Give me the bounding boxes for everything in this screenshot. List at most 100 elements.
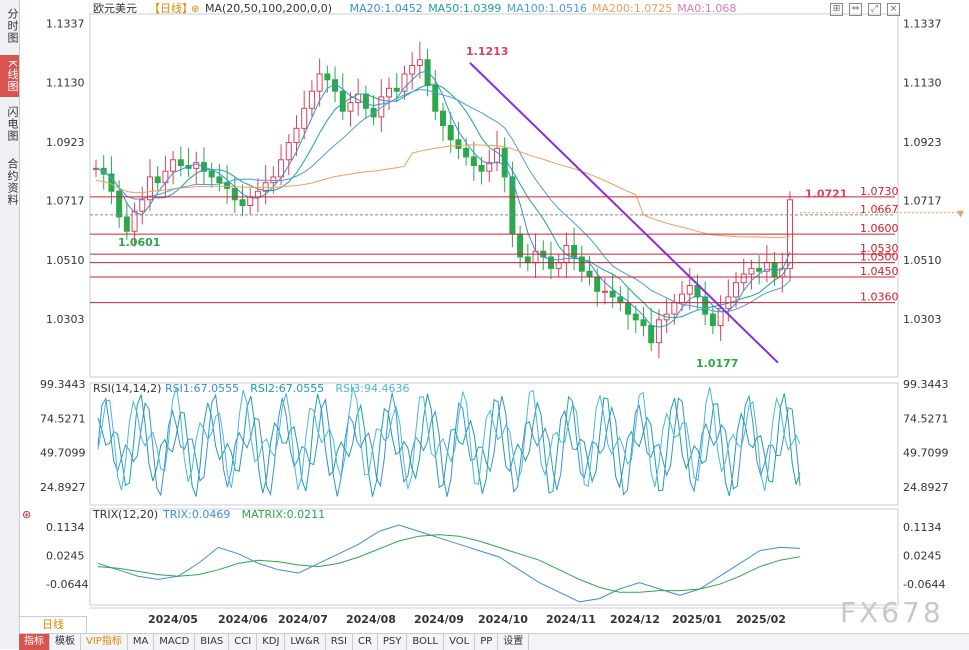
candle-body-8 [154,176,161,184]
candle-body-53 [501,147,508,178]
y-tick-right-0: 1.1337 [903,17,942,30]
candle-body-81 [717,307,724,327]
candle-body-84 [740,273,747,284]
candle-body-65 [594,276,601,292]
ma-legend-0: MA(20,50,100,200,0,0) [205,2,332,15]
sidebar: 分时图 K线图 闪电图 合约资料 [0,0,20,649]
indicator-tab-6[interactable]: CCI [229,634,258,650]
level-label-3: 1.0530 [860,242,899,255]
candle-body-72 [648,325,655,344]
candle-body-85 [748,267,755,275]
candle-body-41 [409,64,416,75]
x-tick-4: 2024/09 [414,613,464,626]
x-tick-8: 2025/01 [672,613,722,626]
y-tick-right-4: 1.0510 [903,254,942,267]
candle-body-51 [486,162,493,172]
candle-body-35 [362,93,369,109]
indicator-tab-3[interactable]: MA [128,634,155,650]
annotation-3: 1.0721 [805,188,847,201]
indicator-tab-5[interactable]: BIAS [195,634,230,650]
indicator-tab-2[interactable]: VIP指标 [81,634,128,650]
level-label-0: 1.0730 [860,185,899,198]
trix-settings-icon: ⊛ [22,508,31,521]
y-tick-left-1: 1.1130 [46,77,85,90]
header-period: 【日线】 [149,1,193,15]
ma-line-MA100 [95,89,791,313]
trix-title: TRIX(12,20) [92,508,158,521]
tab-contract-info[interactable]: 合约资料 [6,158,19,206]
expand-icon[interactable]: ⤢ [868,3,881,16]
y-tick-right-5: 1.0303 [903,313,942,326]
indicator-tab-8[interactable]: LW&R [285,634,326,650]
y-tick-left-0: 1.1337 [46,17,85,30]
grid-icon[interactable]: ⊞ [830,3,843,16]
trix-line-matrix [97,534,801,593]
candle-body-23 [270,176,277,184]
candle-body-15 [208,170,215,178]
tab-timeshare[interactable]: 分时图 [6,8,19,44]
indicator-tab-9[interactable]: RSI [326,634,353,650]
current-price-arrow: ▼ [957,210,964,220]
arrows-icon[interactable]: ⇔ [849,3,862,16]
candle-body-18 [231,187,238,201]
indicator-tab-14[interactable]: PP [475,634,499,650]
indicator-tab-12[interactable]: BOLL [407,634,445,650]
ma-line-MA200 [95,144,791,239]
tab-kline[interactable]: K线图 [0,55,19,97]
ma-legend-5: MA0:1.068 [677,2,736,15]
annotation-1: 1.0601 [118,236,160,249]
candle-body-73 [655,319,662,344]
candle-body-27 [301,107,308,129]
rsi-y-tick-right-1: 74.5271 [903,412,949,425]
candle-body-71 [640,319,647,327]
x-tick-0: 2024/05 [148,613,198,626]
indicator-tab-13[interactable]: VOL [444,634,476,650]
candle-body-70 [632,313,639,321]
indicator-tab-11[interactable]: PSY [378,634,408,650]
trix-legend-0: TRIX:0.0469 [162,508,230,521]
candle-body-48 [463,147,470,158]
candle-body-75 [671,302,678,315]
candle-body-43 [424,59,431,86]
close-icon[interactable]: × [887,3,900,16]
tab-flash[interactable]: 闪电图 [6,106,19,142]
level-label-2: 1.0600 [860,222,899,235]
y-tick-left-4: 1.0510 [46,254,85,267]
indicator-tab-1[interactable]: 模板 [50,634,81,650]
candle-body-37 [378,96,385,118]
annotation-2: 1.0177 [696,357,738,370]
candle-body-63 [578,256,585,272]
chart-canvas: 欧元美元 【日线】⊕ MA(20,50,100,200,0,0) MA20:1.045… [22,1,964,626]
candle-body-76 [679,293,686,304]
candle-body-19 [239,199,246,207]
y-tick-left-3: 1.0717 [46,195,85,208]
indicator-tab-bar: 指标 模板 VIP指标 MA MACD BIAS CCI KDJ LW&R RSI CR PSY BOL… [19,633,969,650]
indicator-tab-4[interactable]: MACD [154,634,196,650]
candle-body-3 [116,190,123,218]
watermark: FX678 [840,596,944,629]
x-tick-7: 2024/12 [610,613,660,626]
rsi-legend-1: RSI2:67.0555 [250,382,324,395]
settings-icon: ⊕ [191,4,199,15]
indicator-tab-10[interactable]: CR [353,634,378,650]
indicator-tab-0[interactable]: 指标 [19,634,50,650]
y-tick-right-2: 1.0923 [903,136,942,149]
period-selector[interactable]: 日线 [19,616,87,634]
indicator-tab-7[interactable]: KDJ [257,634,286,650]
candle-body-32 [339,90,346,112]
panel-frame-0 [89,13,899,378]
candle-body-79 [702,296,709,315]
rsi-y-tick-left-3: 24.8927 [40,481,86,494]
x-tick-3: 2024/08 [346,613,396,626]
rsi-y-tick-left-1: 74.5271 [40,412,86,425]
ma-legend-4: MA200:1.0725 [592,2,672,15]
candle-body-33 [347,102,354,112]
indicator-tab-15[interactable]: 设置 [498,634,530,650]
candle-body-7 [146,176,153,201]
ma-line-MA50 [95,83,791,319]
candle-body-28 [308,90,315,109]
level-label-6: 1.0360 [860,291,899,304]
header-symbol: 欧元美元 [93,2,137,15]
panel-frame-1 [89,382,899,506]
candle-body-64 [586,270,593,278]
